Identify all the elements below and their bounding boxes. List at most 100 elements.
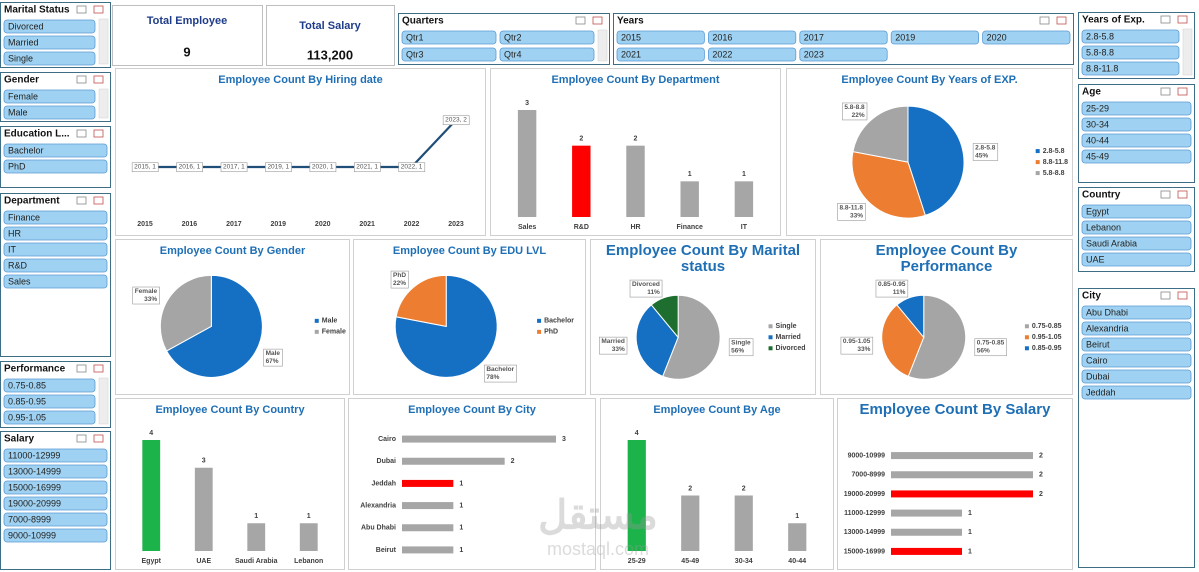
slicer-button[interactable] [3,159,108,174]
slicer-item[interactable]: Female [3,89,96,104]
multi-select-icon[interactable] [76,129,87,138]
slicer-item[interactable]: Qtr2 [499,30,595,45]
slicer-item-label[interactable]: 9000-10999 [8,530,56,540]
scrollbar[interactable] [98,377,109,425]
slicer-item[interactable]: 2019 [890,30,980,45]
slicer-item[interactable]: 30-34 [1081,117,1192,132]
slicer-item-label[interactable]: 2020 [987,32,1007,42]
slicer-item[interactable]: 2022 [708,47,797,62]
slicer-item-label[interactable]: Alexandria [1086,323,1129,333]
slicer-button[interactable] [3,528,108,543]
slicer-item-label[interactable]: 30-34 [1086,119,1109,129]
slicer-button[interactable] [3,258,108,273]
slicer-item[interactable]: Divorced [3,19,96,34]
slicer-button[interactable] [1081,29,1180,44]
slicer-item[interactable]: HR [3,226,108,241]
slicer-item[interactable]: Jeddah [1081,385,1192,400]
slicer-item[interactable]: Abu Dhabi [1081,305,1192,320]
slicer-item-label[interactable]: 8.8-11.8 [1086,63,1118,73]
slicer-item-label[interactable]: 2021 [621,49,641,59]
slicer-item-label[interactable]: Sales [8,276,31,286]
slicer-item-label[interactable]: Female [8,91,38,101]
clear-filter-icon[interactable] [93,129,104,138]
scrollbar[interactable] [1182,28,1193,76]
slicer-item[interactable]: 40-44 [1081,133,1192,148]
slicer-item[interactable]: UAE [1081,252,1192,267]
slicer-item-label[interactable]: 2015 [621,32,641,42]
slicer-item-label[interactable]: 2016 [712,32,732,42]
slicer-item[interactable]: Bachelor [3,143,108,158]
slicer-item[interactable]: 45-49 [1081,149,1192,164]
slicer-item-label[interactable]: Male [8,107,28,117]
clear-filter-icon[interactable] [1177,87,1188,96]
slicer-button[interactable] [3,35,96,50]
slicer-item-label[interactable]: Jeddah [1086,387,1116,397]
slicer-item-label[interactable]: 0.75-0.85 [8,380,46,390]
slicer-button[interactable] [1081,337,1192,352]
clear-filter-icon[interactable] [1056,16,1067,25]
slicer-item-label[interactable]: Qtr4 [504,49,522,59]
slicer-item[interactable]: Beirut [1081,337,1192,352]
slicer-button[interactable] [1081,220,1192,235]
slicer-item-label[interactable]: IT [8,244,17,254]
slicer-button[interactable] [1081,204,1192,219]
multi-select-icon[interactable] [1039,16,1050,25]
slicer-button[interactable] [1081,305,1192,320]
slicer-item-label[interactable]: 2.8-5.8 [1086,31,1114,41]
slicer-button[interactable] [1081,149,1192,164]
multi-select-icon[interactable] [76,364,87,373]
clear-filter-icon[interactable] [1177,291,1188,300]
slicer-button[interactable] [3,226,108,241]
slicer-button[interactable] [3,512,108,527]
slicer-item-label[interactable]: 0.95-1.05 [8,412,46,422]
slicer-button[interactable] [1081,236,1192,251]
slicer-button[interactable] [3,464,108,479]
slicer-button[interactable] [890,30,980,45]
slicer-button[interactable] [3,480,108,495]
multi-select-icon[interactable] [1160,190,1171,199]
multi-select-icon[interactable] [76,75,87,84]
scrollbar[interactable] [597,29,608,62]
slicer-button[interactable] [1081,385,1192,400]
slicer-item[interactable]: Lebanon [1081,220,1192,235]
slicer-item[interactable]: Finance [3,210,108,225]
slicer-button[interactable] [799,30,888,45]
slicer-button[interactable] [3,378,96,393]
slicer-button[interactable] [1081,117,1192,132]
slicer-item-label[interactable]: PhD [8,161,26,171]
slicer-item[interactable]: Saudi Arabia [1081,236,1192,251]
slicer-item-label[interactable]: 2023 [804,49,824,59]
slicer-button[interactable] [1081,252,1192,267]
slicer-button[interactable] [1081,321,1192,336]
slicer-button[interactable] [3,105,96,120]
slicer-item[interactable]: Male [3,105,96,120]
slicer-item[interactable]: 19000-20999 [3,496,108,511]
slicer-item-label[interactable]: Qtr2 [504,32,522,42]
slicer-button[interactable] [3,496,108,511]
slicer-item[interactable]: 8.8-11.8 [1081,61,1180,76]
clear-filter-icon[interactable] [1177,190,1188,199]
slicer-item[interactable]: Single [3,51,96,66]
slicer-button[interactable] [616,47,705,62]
multi-select-icon[interactable] [76,5,87,14]
slicer-item[interactable]: 2.8-5.8 [1081,29,1180,44]
slicer-item-label[interactable]: 25-29 [1086,103,1109,113]
slicer-button[interactable] [3,19,96,34]
clear-filter-icon[interactable] [93,5,104,14]
multi-select-icon[interactable] [575,16,586,25]
slicer-item[interactable]: R&D [3,258,108,273]
multi-select-icon[interactable] [76,434,87,443]
slicer-button[interactable] [708,30,797,45]
slicer-item-label[interactable]: Qtr1 [406,32,424,42]
slicer-item-label[interactable]: 11000-12999 [8,450,60,460]
slicer-button[interactable] [3,242,108,257]
slicer-item[interactable]: PhD [3,159,108,174]
slicer-button[interactable] [708,47,797,62]
slicer-button[interactable] [1081,133,1192,148]
slicer-button[interactable] [3,410,96,425]
slicer-item-label[interactable]: 19000-20999 [8,498,61,508]
slicer-button[interactable] [401,47,497,62]
slicer-item-label[interactable]: Lebanon [1086,222,1121,232]
slicer-item-label[interactable]: Married [8,37,39,47]
slicer-item[interactable]: 15000-16999 [3,480,108,495]
